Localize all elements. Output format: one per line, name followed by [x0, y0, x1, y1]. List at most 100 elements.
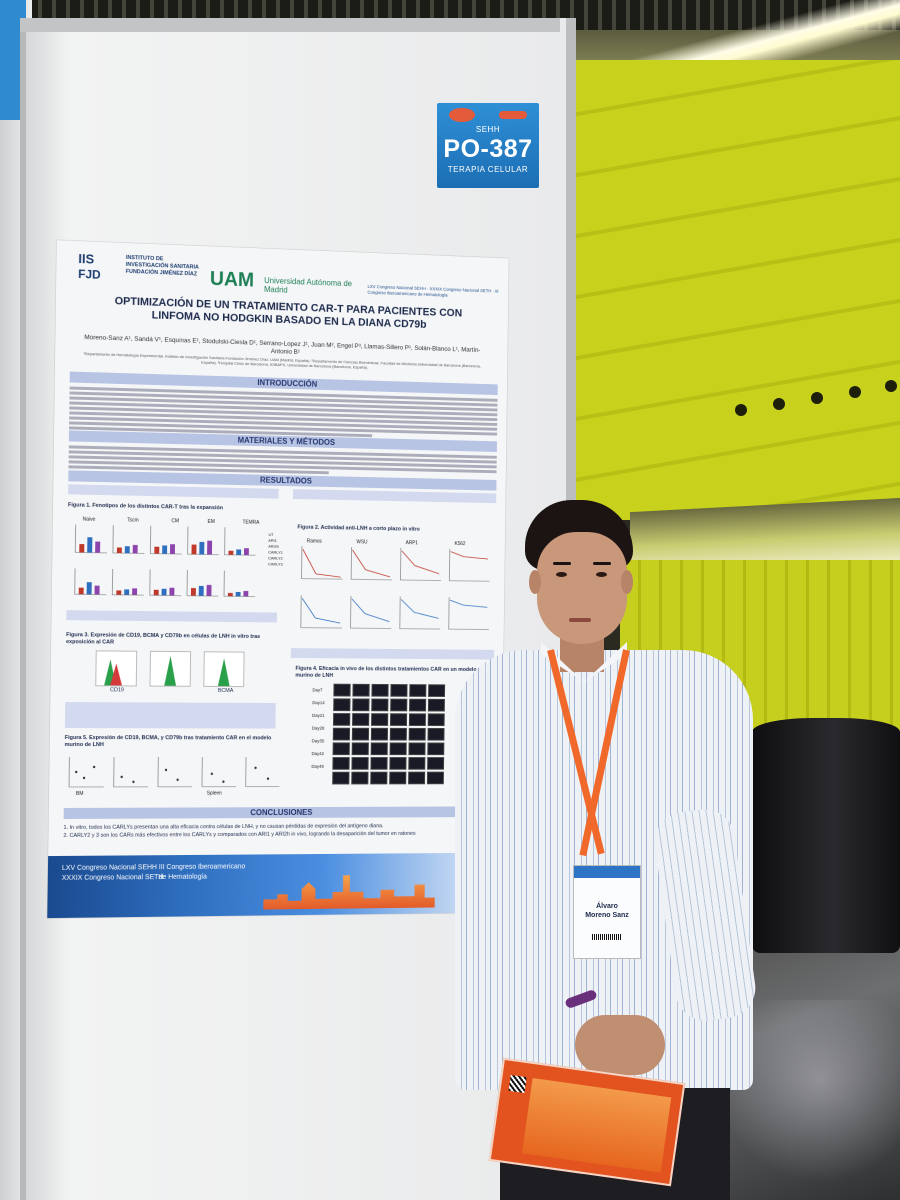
city-skyline-graphic [263, 874, 435, 909]
section-conclusions: CONCLUSIONES [63, 806, 493, 819]
mouse-image [370, 757, 388, 770]
wall-vents [735, 378, 900, 418]
mouse-image [427, 713, 445, 727]
fig5-intro-text [64, 702, 276, 729]
results-text-left [68, 484, 279, 499]
fig5-axis-label: Spleen [207, 791, 222, 797]
fig1-bar-row2 [235, 591, 241, 597]
figure-5-title: Figura 5. Expresión de CD19, BCMA, y CD7… [64, 735, 272, 749]
fig1-bar-row2 [190, 588, 196, 596]
left-ear [529, 570, 541, 594]
mouse-image [409, 684, 427, 697]
fig2-axis [351, 547, 392, 580]
fig3-axis-label: BCMA [217, 687, 234, 694]
right-eyebrow [593, 562, 611, 565]
mouse-image [352, 713, 370, 726]
vent-dot [735, 404, 747, 416]
fig5-point [74, 770, 78, 774]
mouse-image [408, 713, 426, 727]
histogram-peak [110, 663, 123, 686]
fig3-axis-label: CD19 [109, 687, 124, 694]
fig1-bar-row2 [94, 585, 100, 595]
mouse-image [408, 771, 426, 785]
fig5-axis-label: BM [76, 791, 84, 797]
mouse-image [427, 757, 445, 770]
conclusion-item: 2. CARLY2 y 3 son los CARs más efectivos… [63, 830, 416, 839]
fig2-line [302, 549, 341, 577]
badge-header [574, 866, 640, 878]
fig2-axis [400, 597, 441, 630]
mouse-image [426, 771, 444, 785]
fig2-line [352, 550, 390, 577]
figure-3-title: Figura 3. Expresión de CD19, BCMA y CD79… [66, 632, 261, 646]
fig1-bar [191, 544, 197, 555]
fig3-histogram [95, 650, 138, 687]
fig1-bar-row2 [78, 587, 84, 595]
mouse-image [332, 771, 350, 785]
mouse-image [389, 757, 407, 770]
fig1-bar [207, 540, 213, 555]
fig1-bar-row2 [124, 589, 130, 595]
histogram-peak [164, 655, 177, 686]
fig5-point [222, 780, 225, 783]
footer-congress-sehh: LXV Congreso Nacional SEHH XXXIX Congres… [62, 863, 164, 884]
mouse-image [390, 698, 408, 712]
mouse-image [333, 683, 351, 697]
fig3-histogram [149, 650, 192, 687]
mouse-image [428, 684, 446, 697]
mouse-image [408, 757, 426, 770]
mouth [569, 618, 591, 622]
footer-line: de Hematología [158, 873, 208, 882]
fig5-point [120, 775, 123, 779]
mouse-image [351, 757, 369, 770]
fig2-axis [301, 546, 343, 579]
right-eye [596, 572, 607, 577]
fig1-bar [228, 550, 234, 555]
histogram-peak [217, 658, 230, 687]
badge-last-name: Moreno Sanz [585, 912, 629, 919]
globe-logo-icon [449, 108, 475, 122]
fig5-point [176, 778, 179, 782]
congress-header: LXV Congreso Nacional SEHH · XXXIX Congr… [367, 283, 499, 298]
mouse-image [351, 771, 369, 785]
fig1-bar [169, 544, 176, 554]
fig1-legend-item: ARI1 [268, 538, 277, 543]
mouse-image [389, 771, 407, 785]
day-label: Day35 [311, 738, 325, 744]
fig1-bar [79, 544, 85, 553]
fig2-axis [350, 596, 391, 629]
mouse-image [389, 713, 408, 726]
fig1-bar [124, 546, 130, 554]
fig1-bar [154, 546, 160, 554]
fig2-panel-label: K562 [454, 541, 465, 547]
fig1-bar-row2 [198, 585, 204, 596]
fig2-line [302, 598, 341, 623]
scientific-poster: IIS FJD INSTITUTO DE INVESTIGACIÓN SANIT… [47, 240, 509, 919]
fig5-point [132, 780, 135, 784]
fig1-panel-label: Tscm [127, 517, 139, 523]
mouse-image [332, 713, 351, 726]
mouse-image [427, 698, 445, 712]
day-label: Day28 [311, 725, 325, 731]
mouse-image [371, 683, 389, 697]
figure-1-chart: Naive Tscm CM EM TEMRA UT ARI1 ARI2h CAR… [67, 517, 284, 605]
fig1-bar [132, 544, 138, 554]
fig1-bar-row2 [243, 590, 249, 597]
poster-category: TERAPIA CELULAR [447, 165, 529, 174]
fig5-point [254, 766, 257, 770]
vent-dot [885, 380, 897, 392]
fig3-histogram [203, 651, 245, 688]
fig1-bar-row2 [227, 592, 233, 597]
left-eyebrow [553, 562, 571, 565]
fig1-bar [236, 549, 242, 556]
fig1-bar-row2 [153, 589, 159, 596]
mouse-image [370, 742, 388, 756]
fig5-point [164, 768, 168, 772]
mouse-image [370, 727, 389, 741]
fig5-axis [69, 757, 104, 787]
mouse-image [332, 757, 350, 770]
fig2-axis [400, 548, 441, 581]
sign-organization: SEHH [475, 125, 501, 134]
mouse-image [427, 727, 445, 741]
qr-code-icon [508, 1074, 527, 1094]
